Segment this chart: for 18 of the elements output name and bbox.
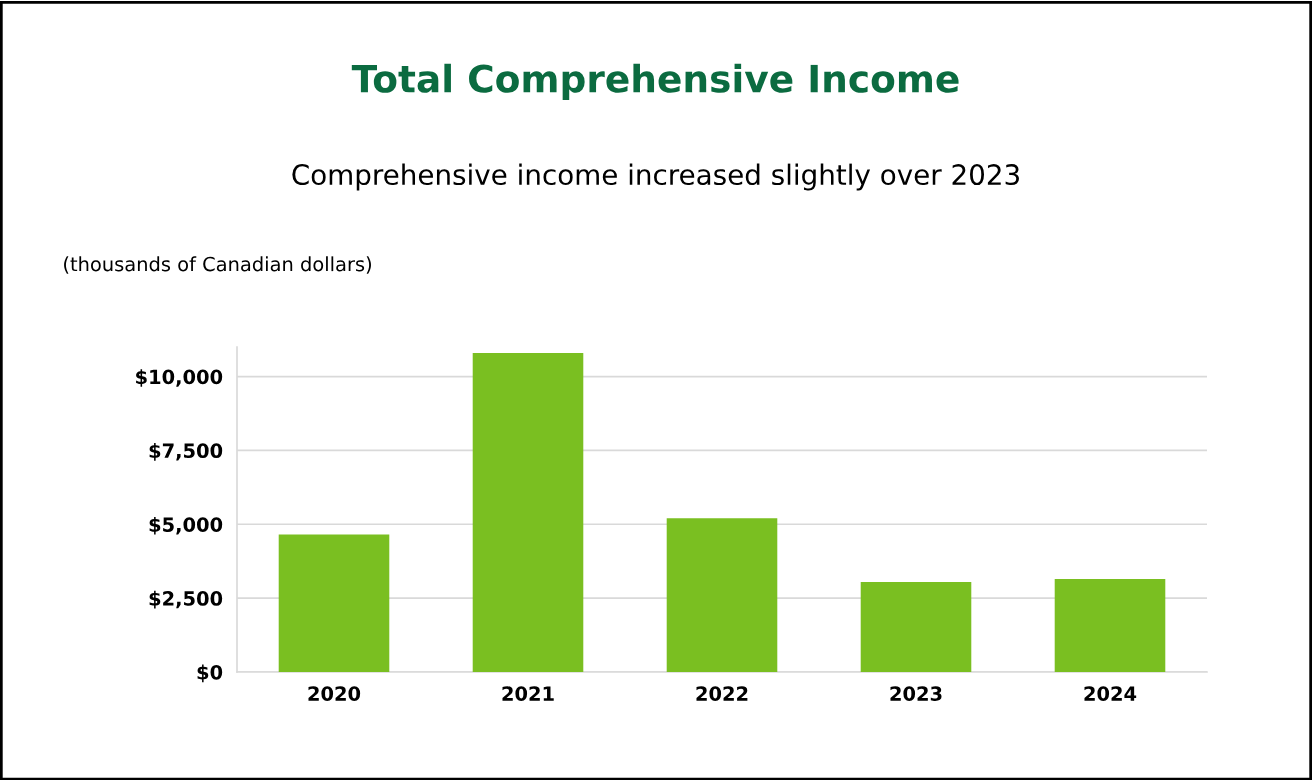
y-tick-label: $5,000 [149,516,223,535]
bar [1054,578,1166,672]
x-tick-label: 2023 [890,686,942,701]
y-tick-label: $0 [197,664,223,683]
bar [278,534,390,672]
y-tick-label: $7,500 [149,443,223,461]
bar [860,581,972,672]
bar [666,518,778,672]
x-tick-label: 2022 [696,686,748,701]
chart-title: Total Comprehensive Income [351,63,959,101]
bar [472,352,584,672]
x-tick-label: 2020 [308,686,361,701]
x-tick-label: 2024 [1084,686,1137,701]
chart-subtitle: Comprehensive income increased slightly over 2023 [292,163,1019,191]
x-tick-label: 2021 [502,686,554,701]
y-axis-title: (thousands of Canadian dollars) [64,256,371,274]
y-tick-label: $2,500 [149,590,223,609]
y-tick-label: $10,000 [136,369,223,387]
